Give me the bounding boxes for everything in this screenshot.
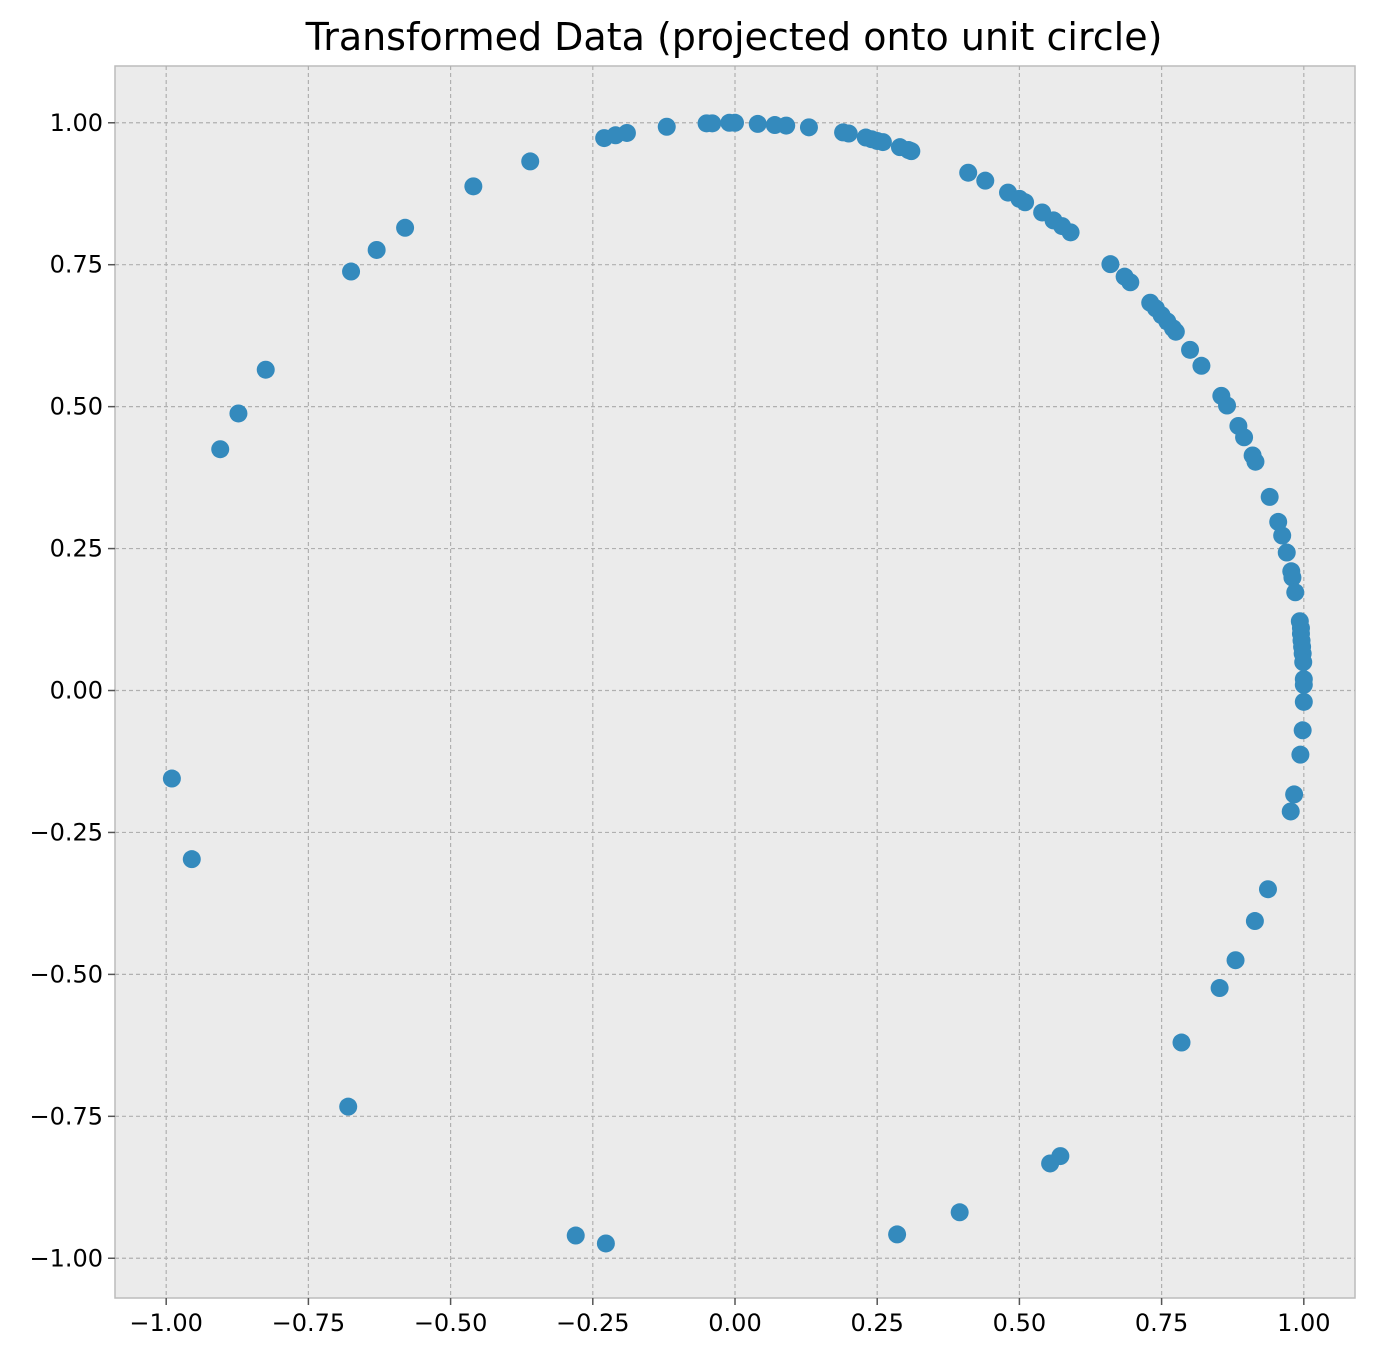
data-point: [888, 1225, 907, 1244]
data-point: [1246, 452, 1265, 471]
data-point: [902, 142, 921, 161]
data-point: [1061, 223, 1080, 242]
y-tick-label: −0.75: [29, 1102, 103, 1130]
data-point: [1226, 951, 1245, 970]
data-point: [1210, 979, 1229, 998]
data-point: [1294, 675, 1313, 694]
y-tick-label: −1.00: [29, 1244, 103, 1272]
data-point: [1121, 273, 1140, 292]
data-point: [1166, 322, 1185, 341]
data-point: [1260, 487, 1279, 506]
data-point: [1235, 428, 1254, 447]
data-point: [777, 116, 796, 135]
data-point: [595, 129, 614, 148]
y-tick-label: 0.50: [50, 393, 103, 421]
data-point: [229, 404, 248, 423]
data-point: [1181, 340, 1200, 359]
data-point: [1277, 543, 1296, 562]
data-point: [464, 177, 483, 196]
data-point: [1281, 802, 1300, 821]
data-point: [1283, 568, 1302, 587]
x-tick-label: 1.00: [1277, 1309, 1330, 1337]
data-point: [596, 1234, 615, 1253]
data-point: [1285, 785, 1304, 804]
data-point: [1101, 255, 1120, 274]
data-point: [657, 117, 676, 136]
data-point: [1294, 653, 1313, 672]
y-tick-label: 1.00: [50, 109, 103, 137]
y-tick-label: −0.25: [29, 818, 103, 846]
data-point: [211, 440, 230, 459]
x-tick-label: −0.50: [414, 1309, 488, 1337]
data-point: [1192, 356, 1211, 375]
data-point: [339, 1097, 358, 1116]
x-tick-label: −0.75: [272, 1309, 346, 1337]
x-tick-label: 0.00: [708, 1309, 761, 1337]
axis-ticks: −1.00 −0.75 −0.50 −0.25 0.00 0.25 0.50 0.75 1.00…: [29, 109, 1330, 1337]
data-point: [1041, 1154, 1060, 1173]
data-point: [697, 114, 716, 133]
data-point: [566, 1226, 585, 1245]
data-point: [1172, 1033, 1191, 1052]
data-point: [1286, 583, 1305, 602]
data-point: [367, 240, 386, 259]
data-point: [748, 114, 767, 133]
data-point: [1273, 526, 1292, 545]
data-point: [396, 218, 415, 237]
y-tick-label: 0.75: [50, 251, 103, 279]
data-point: [1218, 396, 1237, 415]
data-point: [342, 262, 361, 281]
x-tick-label: −1.00: [129, 1309, 203, 1337]
x-tick-label: 0.50: [993, 1309, 1046, 1337]
x-tick-label: 0.25: [850, 1309, 903, 1337]
data-point: [1294, 692, 1313, 711]
x-tick-label: −0.25: [556, 1309, 630, 1337]
y-tick-label: 0.25: [50, 535, 103, 563]
y-tick-label: 0.00: [50, 677, 103, 705]
data-point: [1293, 721, 1312, 740]
data-point: [1258, 880, 1277, 899]
data-point: [1245, 912, 1264, 931]
data-point: [1269, 512, 1288, 531]
chart-title: Transformed Data (projected onto unit ci…: [305, 15, 1163, 59]
data-point: [720, 113, 739, 132]
y-tick-label: −0.50: [29, 960, 103, 988]
data-points: [162, 113, 1313, 1253]
data-point: [182, 850, 201, 869]
data-point: [1016, 193, 1035, 212]
data-point: [162, 769, 181, 788]
data-point: [1291, 745, 1310, 764]
data-point: [976, 171, 995, 190]
data-point: [256, 360, 275, 379]
data-point: [959, 163, 978, 182]
data-point: [521, 152, 540, 171]
data-point: [839, 124, 858, 143]
data-point: [873, 133, 892, 152]
x-tick-label: 0.75: [1135, 1309, 1188, 1337]
data-point: [799, 118, 818, 137]
data-point: [950, 1203, 969, 1222]
